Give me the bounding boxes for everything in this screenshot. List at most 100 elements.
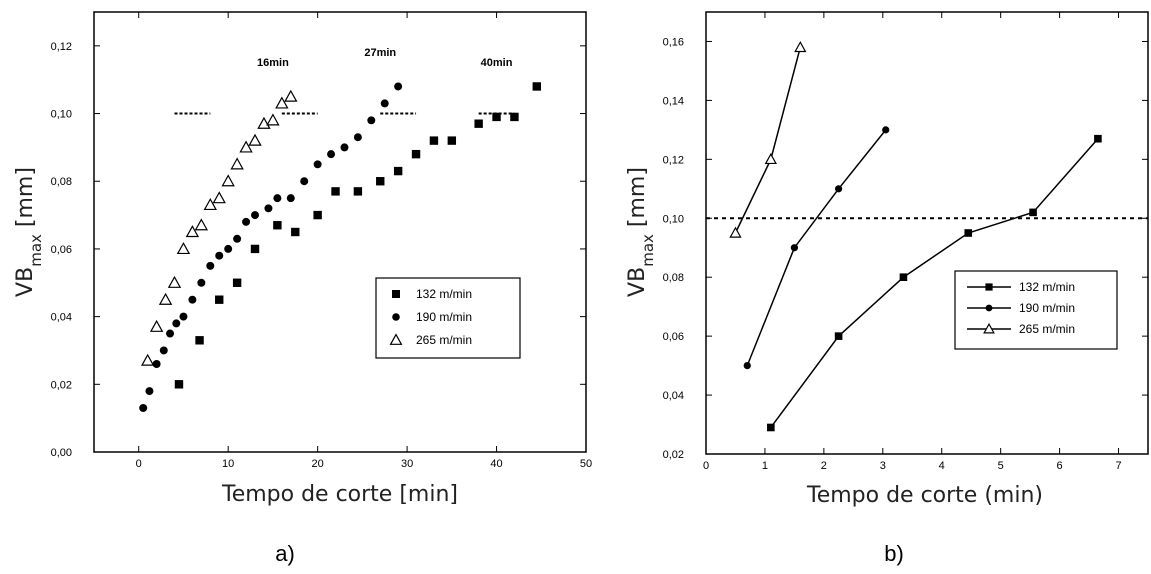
data-point	[248, 133, 262, 146]
y-tick-label: 0,08	[663, 272, 684, 284]
x-tick-label: 0	[703, 460, 709, 472]
data-point	[215, 251, 224, 260]
panel-a-x-axis-label: Tempo de corte [min]	[221, 482, 458, 507]
data-point	[158, 292, 173, 305]
data-point	[447, 136, 457, 145]
legend-marker	[392, 290, 400, 298]
panel-b-data-marks	[729, 40, 1102, 432]
data-point	[195, 336, 204, 345]
series-triangle	[729, 40, 807, 238]
data-point	[230, 157, 244, 170]
data-point	[899, 273, 908, 281]
y-tick-label: 0,06	[51, 244, 72, 256]
legend-label: 265 m/min	[1019, 322, 1075, 336]
x-tick-label: 40	[490, 458, 502, 470]
series-line	[770, 138, 1099, 428]
data-point	[492, 112, 501, 122]
panel-a-annotations: 16min 27min 40min	[257, 47, 513, 69]
panel-a-legend: 132 m/min 190 m/min 265 m/min	[375, 277, 521, 359]
data-point	[212, 191, 226, 204]
legend-box	[954, 270, 1118, 350]
data-point	[152, 360, 161, 368]
data-point	[313, 160, 322, 169]
y-tick-label: 0,06	[663, 331, 684, 343]
legend-label: 190 m/min	[1019, 301, 1075, 315]
data-point	[232, 278, 242, 287]
data-point	[224, 244, 233, 253]
data-point	[532, 82, 541, 91]
data-point	[233, 234, 242, 243]
data-point	[275, 96, 289, 109]
data-point	[376, 177, 385, 186]
data-point	[964, 229, 973, 237]
y-label-subscript: max	[27, 234, 45, 267]
panel-b-label: b)	[884, 541, 904, 566]
data-point	[159, 346, 168, 355]
x-tick-label: 10	[222, 458, 234, 470]
x-tick-label: 5	[998, 460, 1004, 472]
data-point	[250, 244, 260, 254]
series-line	[734, 47, 802, 234]
panel-b-axis-ticks: 0 1 2 3 4 5 6 7 0,02 0,04 0,06 0,08 0,10 0,12 0,14 0,16	[663, 12, 1148, 472]
data-point	[1029, 208, 1037, 217]
x-tick-label: 30	[401, 458, 413, 470]
data-point	[394, 82, 403, 91]
data-point	[176, 242, 191, 255]
data-point	[185, 225, 200, 238]
data-point	[291, 227, 300, 237]
legend-marker	[389, 333, 403, 345]
legend-marker	[392, 313, 400, 321]
data-point	[882, 126, 890, 134]
panel-b-y-axis-label: VBmax [mm]	[625, 167, 657, 297]
x-tick-label: 6	[1057, 460, 1063, 472]
panel-a-axis-ticks: 0 10 20 30 40 50 0,00 0,02 0,04 0,06 0,08 0,10 0,12	[51, 12, 592, 470]
series-square	[767, 134, 1102, 432]
data-point	[764, 152, 777, 165]
series-line	[746, 129, 887, 366]
panel-a-chart: 0 10 20 30 40 500,000,020,040,060,080,100,12 …	[13, 11, 592, 566]
data-point	[300, 177, 309, 186]
y-tick-label: 0,02	[663, 449, 684, 461]
annotation-label: 40min	[481, 57, 513, 69]
series-circle	[743, 126, 890, 370]
data-point	[790, 244, 799, 252]
y-label-unit: [mm]	[625, 167, 650, 234]
data-point	[174, 380, 184, 389]
y-tick-label: 0,10	[51, 109, 72, 121]
data-point	[140, 353, 155, 366]
legend-marker	[985, 304, 993, 312]
y-label-subscript: max	[639, 234, 657, 267]
data-point	[215, 295, 224, 304]
data-point	[166, 329, 175, 338]
y-tick-label: 0,04	[51, 312, 72, 324]
legend-label: 265 m/min	[416, 333, 472, 347]
panel-a-label: a)	[275, 541, 295, 566]
y-tick-label: 0,14	[663, 95, 684, 107]
data-point	[194, 218, 209, 231]
data-point	[286, 194, 295, 203]
data-point	[729, 226, 742, 238]
data-point	[149, 319, 164, 332]
data-point	[197, 278, 206, 287]
data-point	[179, 312, 188, 321]
data-point	[172, 319, 181, 328]
annotation-label: 16min	[257, 57, 289, 69]
series-square	[174, 82, 541, 389]
y-tick-label: 0,08	[51, 176, 72, 188]
data-point	[239, 140, 253, 153]
data-point	[834, 185, 843, 193]
data-point	[743, 361, 751, 370]
legend-marker	[983, 322, 995, 334]
data-point	[429, 136, 439, 145]
series-triangle	[140, 89, 298, 366]
panel-b-chart: 0 1 2 3 4 5 6 7 0,02 0,04 0,06 0,08 0,10 0,12 0,14 0,16…	[625, 11, 1149, 566]
x-tick-label: 20	[312, 458, 324, 470]
y-tick-label: 0,02	[51, 379, 72, 391]
data-point	[474, 119, 483, 128]
y-tick-label: 0,10	[663, 213, 684, 225]
x-tick-label: 50	[580, 458, 592, 470]
series-circle	[139, 82, 403, 412]
data-point	[340, 143, 349, 152]
data-point	[353, 133, 362, 142]
x-tick-label: 7	[1115, 460, 1121, 472]
